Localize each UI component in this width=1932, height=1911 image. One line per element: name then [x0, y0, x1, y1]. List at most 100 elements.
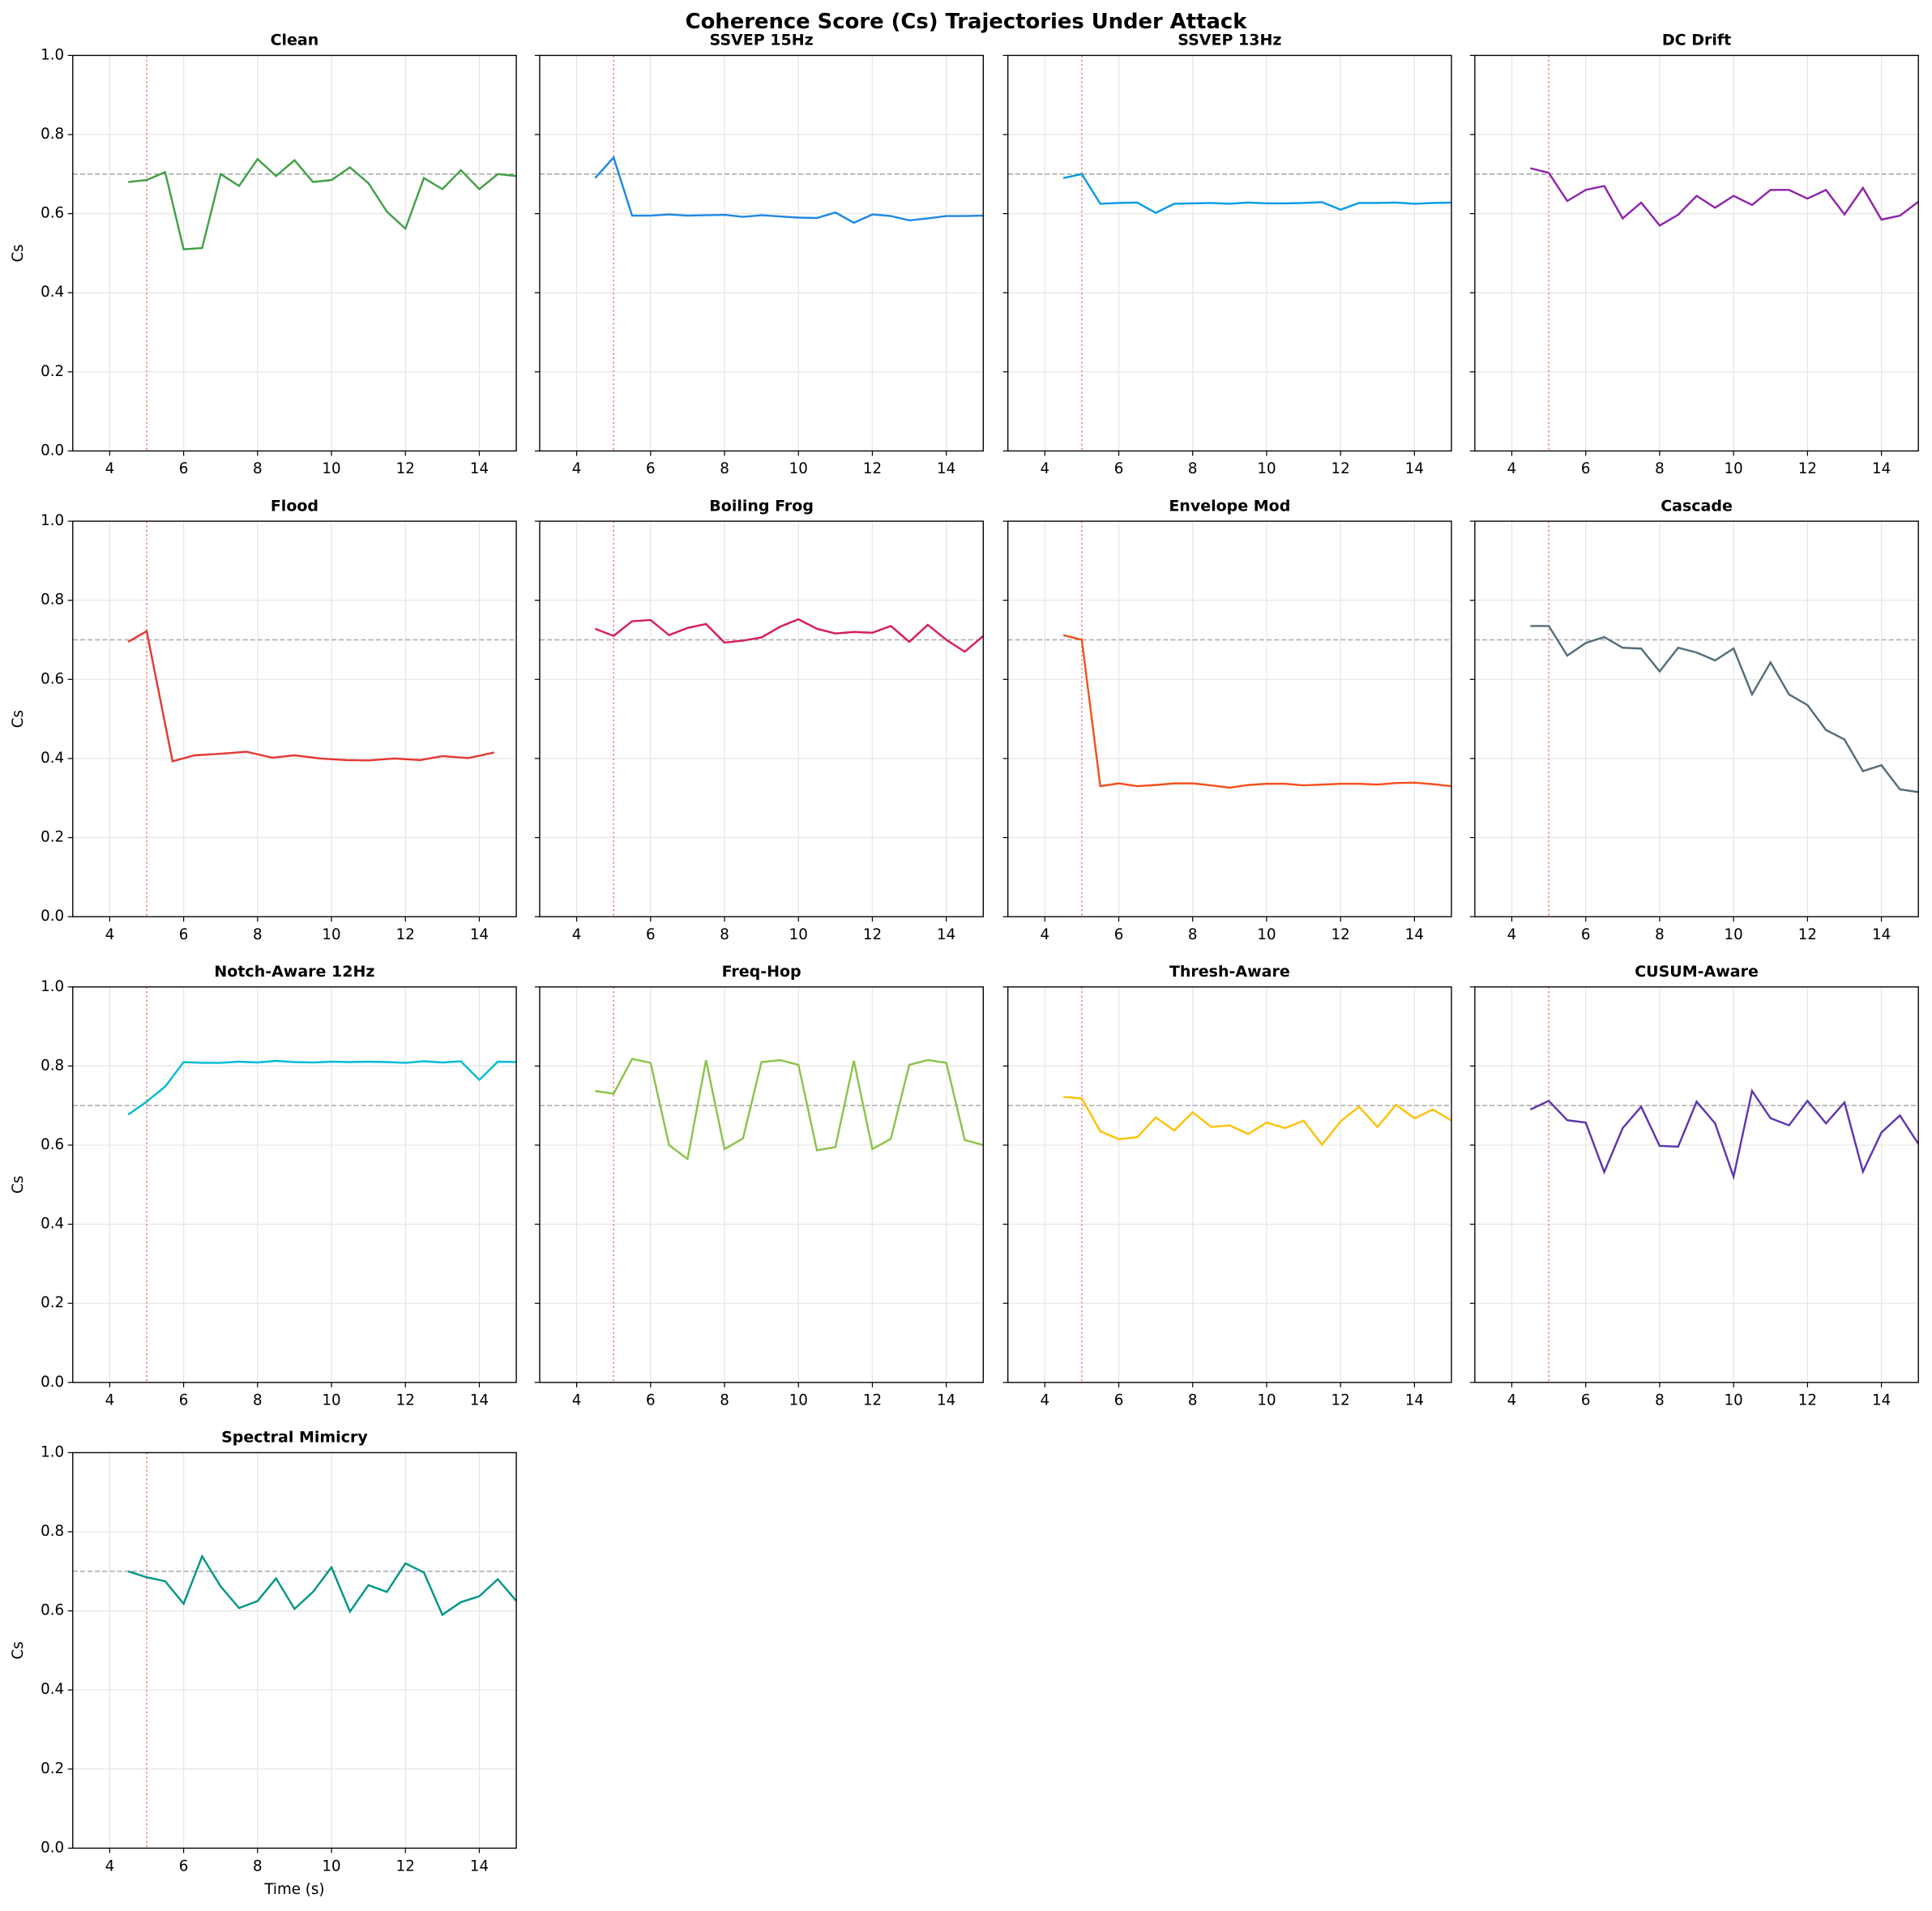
axes-frame	[1007, 54, 1452, 452]
series-line	[594, 155, 984, 224]
subplot-title: Cascade	[1661, 497, 1733, 515]
x-tick-label: 14	[470, 1858, 489, 1875]
x-tick-label: 8	[720, 460, 729, 477]
x-tick-label: 4	[572, 1392, 582, 1409]
series-line	[1062, 173, 1452, 215]
x-tick-label: 4	[105, 1392, 115, 1409]
x-tick-label: 6	[179, 460, 189, 477]
y-tick-label: 0.6	[41, 1602, 64, 1619]
y-tick-label: 0.0	[41, 908, 64, 925]
x-tick-label: 6	[1114, 1392, 1124, 1409]
y-tick-label: 0.2	[41, 1760, 64, 1777]
series-line	[1529, 167, 1919, 227]
x-tick-label: 6	[1581, 460, 1591, 477]
x-tick-label: 6	[1581, 1392, 1591, 1409]
series-line	[127, 1059, 517, 1116]
x-tick-label: 4	[1040, 926, 1049, 943]
x-tick-label: 8	[1655, 1392, 1665, 1409]
x-tick-label: 8	[253, 1858, 263, 1875]
series-line	[128, 157, 517, 250]
x-tick-label: 14	[1405, 1392, 1424, 1409]
x-tick-label: 14	[470, 1392, 489, 1409]
y-tick-label: 0.2	[41, 1294, 64, 1311]
axes-frame	[72, 1451, 517, 1849]
y-tick-label: 0.8	[41, 126, 64, 143]
x-tick-label: 12	[1798, 926, 1817, 943]
series-line	[594, 618, 984, 653]
y-tick-label: 1.0	[41, 1443, 64, 1460]
x-tick-label: 10	[322, 1392, 340, 1409]
axes-frame	[1474, 520, 1919, 917]
x-tick-label: 8	[1188, 1392, 1198, 1409]
axes-frame	[72, 54, 517, 452]
x-tick-label: 12	[1331, 460, 1350, 477]
x-tick-label: 4	[1507, 1392, 1517, 1409]
x-tick-label: 12	[396, 926, 415, 943]
x-tick-label: 10	[322, 460, 340, 477]
axes-frame	[72, 520, 517, 917]
axes-frame	[1474, 986, 1919, 1383]
x-tick-label: 8	[253, 926, 263, 943]
y-tick-label: 0.0	[41, 1839, 64, 1856]
x-tick-label: 12	[1331, 1392, 1350, 1409]
x-tick-label: 12	[1331, 926, 1350, 943]
axes-frame	[539, 54, 984, 452]
y-tick-label: 1.0	[41, 46, 64, 63]
x-tick-label: 14	[937, 460, 955, 477]
y-tick-label: 0.0	[41, 1374, 64, 1391]
x-tick-label: 14	[1872, 460, 1891, 477]
y-tick-label: 0.6	[41, 1136, 64, 1153]
x-tick-label: 10	[322, 926, 340, 943]
x-tick-label: 6	[646, 460, 656, 477]
x-tick-label: 12	[863, 1392, 882, 1409]
x-axis-label: Time (s)	[263, 1881, 324, 1898]
y-tick-label: 0.4	[41, 750, 64, 767]
y-axis-label: Cs	[10, 710, 27, 728]
x-tick-label: 10	[1257, 460, 1276, 477]
x-tick-label: 4	[572, 926, 582, 943]
series-line	[1062, 634, 1452, 789]
y-tick-label: 0.6	[41, 205, 64, 222]
y-tick-label: 0.4	[41, 1681, 64, 1698]
subplot-title: CUSUM-Aware	[1635, 963, 1759, 981]
x-tick-label: 8	[720, 926, 729, 943]
x-tick-label: 12	[1798, 1392, 1817, 1409]
y-tick-label: 0.0	[41, 442, 64, 459]
y-tick-label: 0.8	[41, 1523, 64, 1540]
x-tick-label: 6	[1114, 926, 1124, 943]
y-axis-label: Cs	[10, 1641, 27, 1659]
series-line	[127, 629, 494, 763]
x-tick-label: 12	[396, 460, 415, 477]
y-axis-label: Cs	[10, 244, 27, 262]
axes-frame	[1007, 986, 1452, 1383]
y-tick-label: 0.8	[41, 592, 64, 609]
x-tick-label: 10	[789, 460, 808, 477]
y-tick-label: 0.4	[41, 1216, 64, 1233]
axes-frame	[72, 986, 517, 1383]
axes-frame	[1474, 54, 1919, 452]
x-tick-label: 14	[470, 460, 489, 477]
axes-frame	[539, 520, 984, 917]
x-tick-label: 10	[789, 1392, 808, 1409]
x-tick-label: 6	[179, 1392, 189, 1409]
subplot-title: Envelope Mod	[1169, 497, 1290, 515]
subplot-title: Thresh-Aware	[1169, 963, 1290, 981]
x-tick-label: 8	[1188, 926, 1198, 943]
subplot-title: Boiling Frog	[709, 497, 814, 515]
series-line	[1063, 1096, 1452, 1147]
series-line	[127, 1554, 517, 1617]
axes-frame	[539, 986, 984, 1383]
subplot-title: SSVEP 15Hz	[710, 32, 814, 49]
x-tick-label: 14	[1405, 926, 1424, 943]
x-tick-label: 14	[1405, 460, 1424, 477]
x-tick-label: 8	[1655, 460, 1665, 477]
x-tick-label: 6	[1581, 926, 1591, 943]
x-tick-label: 6	[1114, 460, 1124, 477]
y-tick-label: 0.6	[41, 670, 64, 687]
subplot-title: Spectral Mimicry	[221, 1429, 368, 1447]
x-tick-label: 12	[396, 1858, 415, 1875]
x-tick-label: 10	[1725, 1392, 1743, 1409]
x-tick-label: 12	[1798, 460, 1817, 477]
